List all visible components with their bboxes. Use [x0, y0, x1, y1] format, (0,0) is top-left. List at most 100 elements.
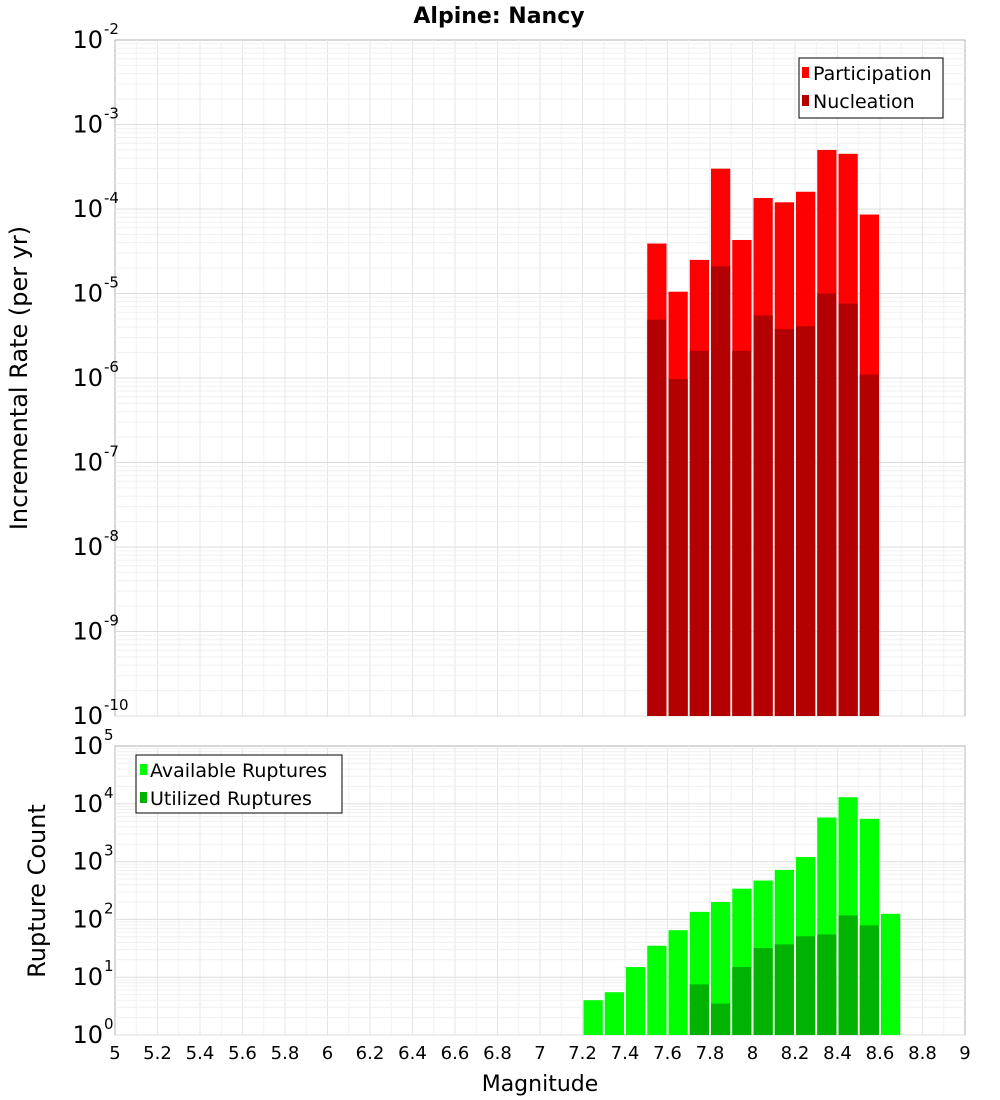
y-tick-exponent: 0	[104, 1015, 114, 1033]
y-tick-label: 10	[72, 790, 103, 818]
x-tick-label: 5.6	[228, 1043, 257, 1064]
y-tick-label: 10	[72, 364, 103, 392]
bar-utilized-ruptures	[711, 1003, 731, 1035]
y-tick-label: 10	[72, 618, 103, 646]
bar-available-ruptures	[668, 930, 688, 1035]
x-tick-label: 5	[109, 1043, 120, 1064]
bar-utilized-ruptures	[817, 934, 837, 1035]
y-tick-exponent: 2	[104, 899, 114, 917]
x-tick-label: 7.8	[696, 1043, 725, 1064]
top-grid	[115, 40, 965, 717]
bar-available-ruptures	[711, 902, 731, 1035]
top-legend: Participation Nucleation	[798, 57, 944, 119]
y-tick-label: 10	[72, 533, 103, 561]
y-tick-label: 10	[72, 26, 103, 54]
bar-nucleation	[753, 315, 773, 716]
bar-utilized-ruptures	[859, 925, 879, 1035]
x-axis-label: Magnitude	[482, 1072, 599, 1097]
bar-utilized-ruptures	[753, 948, 773, 1035]
x-tick-label: 8	[747, 1043, 758, 1064]
x-tick-label: 6.6	[441, 1043, 470, 1064]
top-y-axis-label: Incremental Rate (per yr)	[5, 226, 33, 530]
y-tick-exponent: -3	[104, 105, 119, 123]
y-tick-exponent: -7	[104, 443, 119, 461]
bar-available-ruptures	[647, 945, 667, 1035]
bar-utilized-ruptures	[732, 967, 752, 1035]
top-bars	[647, 149, 879, 717]
x-tick-label: 8.2	[781, 1043, 810, 1064]
top-legend-box	[798, 57, 944, 119]
bar-nucleation	[796, 326, 816, 716]
bar-nucleation	[668, 379, 688, 716]
x-tick-label: 8.4	[823, 1043, 852, 1064]
y-tick-exponent: 4	[104, 784, 114, 802]
y-tick-exponent: -10	[104, 696, 129, 714]
bar-nucleation	[689, 350, 709, 716]
bar-available-ruptures	[604, 992, 624, 1035]
x-tick-label: 7.4	[611, 1043, 640, 1064]
y-tick-label: 10	[72, 280, 103, 308]
y-tick-exponent: -8	[104, 527, 119, 545]
legend-label-utilized-ruptures: Utilized Ruptures	[150, 788, 312, 810]
y-tick-exponent: 5	[104, 726, 114, 744]
x-tick-label: 5.2	[143, 1043, 172, 1064]
bar-available-ruptures	[583, 1000, 603, 1035]
y-tick-exponent: 1	[104, 957, 114, 975]
bottom-y-axis-label: Rupture Count	[23, 804, 51, 978]
bar-available-ruptures	[626, 967, 646, 1035]
bar-nucleation	[774, 329, 794, 716]
x-tick-label: 5.8	[271, 1043, 300, 1064]
bar-nucleation	[732, 350, 752, 716]
legend-swatch-available-ruptures	[140, 764, 147, 775]
x-tick-label: 6.4	[398, 1043, 427, 1064]
x-tick-label: 7.2	[568, 1043, 597, 1064]
x-tick-label: 9	[959, 1043, 970, 1064]
y-tick-label: 10	[72, 195, 103, 223]
y-tick-label: 10	[72, 848, 103, 876]
bar-nucleation	[711, 266, 731, 716]
legend-label-participation: Participation	[813, 63, 932, 85]
y-tick-label: 10	[72, 732, 103, 760]
y-tick-label: 10	[72, 449, 103, 477]
x-tick-label: 8.8	[908, 1043, 937, 1064]
y-tick-label: 10	[72, 1021, 103, 1049]
bottom-legend-box	[135, 754, 343, 814]
bar-available-ruptures	[881, 913, 901, 1035]
chart-title: Alpine: Nancy	[413, 4, 584, 29]
bottom-legend: Available Ruptures Utilized Ruptures	[135, 754, 343, 814]
x-tick-label: 5.4	[186, 1043, 215, 1064]
y-tick-label: 10	[72, 702, 103, 730]
y-tick-exponent: -9	[104, 612, 119, 630]
x-tick-label: 7.6	[653, 1043, 682, 1064]
legend-label-available-ruptures: Available Ruptures	[150, 760, 327, 782]
x-axis-ticks: 5 5.2 5.4 5.6 5.8 6 6.2 6.4 6.6 6.8 7 7.2 7.4 7.6 7.8 8…	[109, 1043, 970, 1064]
bar-nucleation	[647, 319, 667, 716]
x-tick-label: 6	[322, 1043, 333, 1064]
bar-nucleation	[838, 303, 858, 716]
y-tick-exponent: 3	[104, 842, 114, 860]
y-tick-label: 10	[72, 963, 103, 991]
bar-utilized-ruptures	[838, 915, 858, 1035]
bar-nucleation	[817, 293, 837, 716]
bar-nucleation	[859, 374, 879, 716]
bar-utilized-ruptures	[774, 944, 794, 1035]
x-tick-label: 6.8	[483, 1043, 512, 1064]
y-tick-exponent: -5	[104, 274, 119, 292]
x-tick-label: 8.6	[866, 1043, 895, 1064]
bottom-bars	[583, 797, 901, 1035]
y-tick-exponent: -2	[104, 20, 119, 38]
legend-swatch-participation	[802, 67, 809, 78]
x-tick-label: 7	[534, 1043, 545, 1064]
y-tick-exponent: -6	[104, 358, 119, 376]
y-tick-label: 10	[72, 905, 103, 933]
bar-utilized-ruptures	[689, 984, 709, 1035]
legend-swatch-nucleation	[802, 95, 809, 106]
legend-swatch-utilized-ruptures	[140, 792, 147, 803]
legend-label-nucleation: Nucleation	[813, 91, 915, 113]
x-tick-label: 6.2	[356, 1043, 385, 1064]
